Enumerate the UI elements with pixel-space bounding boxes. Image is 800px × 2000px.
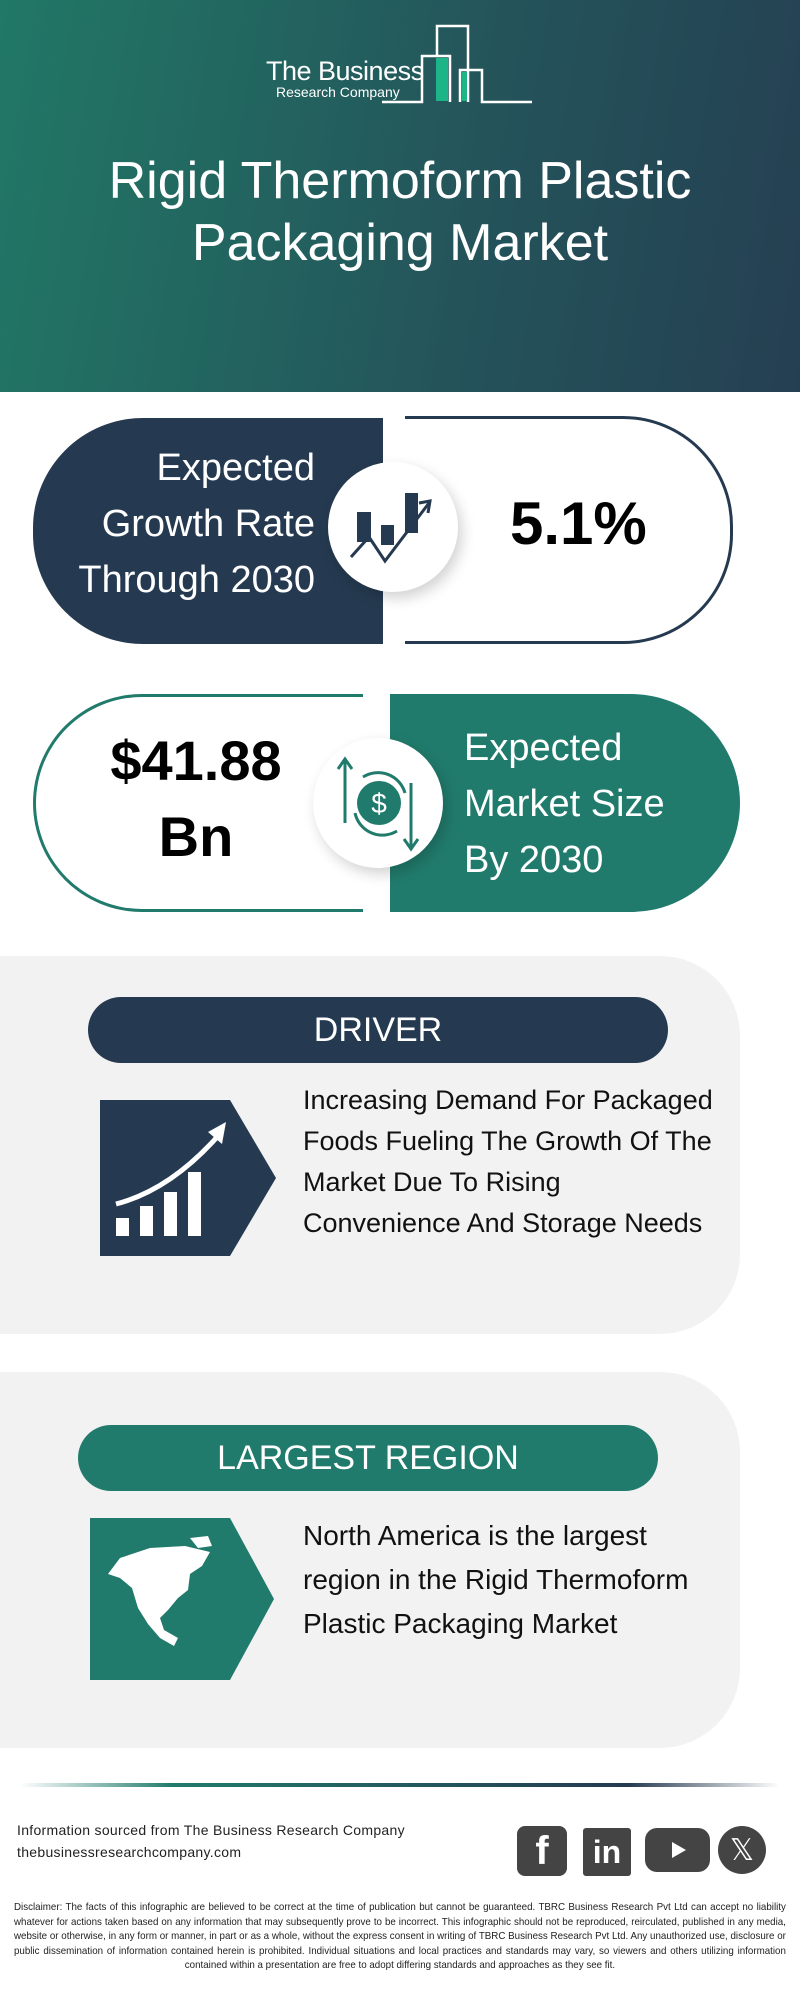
website-link[interactable]: thebusinessresearchcompany.com [17,1844,242,1860]
footer-divider [20,1783,780,1787]
youtube-icon[interactable] [645,1828,710,1872]
driver-heading: DRIVER [88,997,668,1063]
logo-text: The Business [266,56,424,86]
growth-chart-icon [349,493,432,564]
region-text: North America is the largest region in t… [303,1520,689,1639]
market-size-value-card: $41.88 Bn [33,694,363,912]
market-size-value-line: $41.88 [110,729,282,792]
market-size-value: $41.88 Bn [101,723,291,875]
market-size-label: Expected Market Size By 2030 [464,720,665,888]
driver-panel: DRIVER Increasing Demand For Packaged Fo… [0,956,740,1334]
growth-label-card: Expected Growth Rate Through 2030 [33,418,383,644]
region-heading: LARGEST REGION [78,1425,658,1491]
market-size-icon-circle: $ [313,738,443,868]
source-text: Information sourced from The Business Re… [17,1822,405,1838]
growth-label-line: Through 2030 [78,559,315,601]
market-size-label-line: Market Size [464,783,665,825]
market-size-label-line: Expected [464,727,623,769]
logo-buildings-icon [382,24,532,104]
growth-icon-circle [328,462,458,592]
growth-value: 5.1% [510,490,647,557]
x-icon[interactable]: 𝕏 [718,1826,766,1874]
header-banner: The Business Research Company Rigid Ther… [0,0,800,392]
growth-label-line: Expected [156,447,315,489]
page-title: Rigid Thermoform Plastic Packaging Marke… [108,152,692,272]
facebook-icon[interactable]: f [517,1826,567,1876]
logo-subtext: Research Company [276,84,400,100]
growth-value-card: 5.1% [405,416,733,644]
linkedin-icon[interactable]: in [583,1828,631,1876]
market-size-label-line: By 2030 [464,839,604,881]
disclaimer: Disclaimer: The facts of this infographi… [14,1901,786,1971]
market-size-label-card: Expected Market Size By 2030 [390,694,740,912]
driver-text: Increasing Demand For Packaged Foods Fue… [303,1085,713,1238]
svg-text:$: $ [371,788,387,819]
growth-label-line: Growth Rate [101,503,315,545]
rising-bars-icon [100,1100,276,1256]
growth-label: Expected Growth Rate Through 2030 [78,440,315,608]
region-panel: LARGEST REGION North America is the larg… [0,1372,740,1748]
north-america-map-icon [90,1518,274,1680]
dollar-exchange-icon: $ [336,756,420,852]
market-size-value-line: Bn [158,805,234,868]
footer-source: Information sourced from The Business Re… [17,1819,405,1863]
